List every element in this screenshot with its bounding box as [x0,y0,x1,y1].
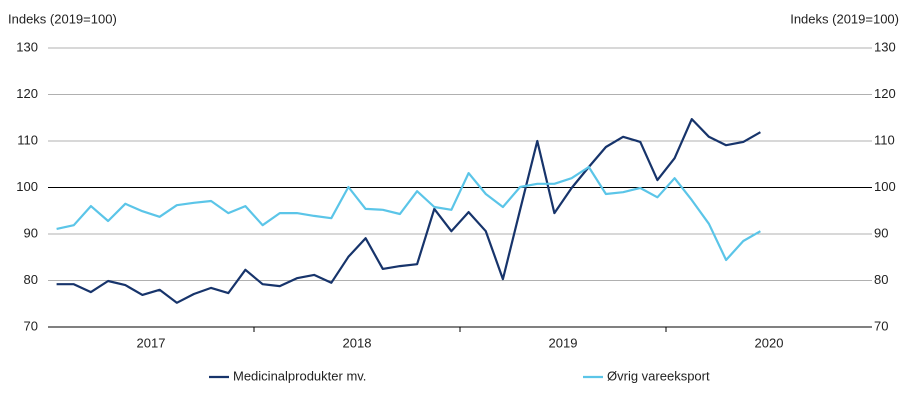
y2-tick-label: 70 [874,318,888,333]
y-tick-label: 110 [17,132,38,147]
legend-label: Medicinalprodukter mv. [233,368,366,383]
y-tick-label: 80 [24,272,38,287]
legend-label: Øvrig vareeksport [607,368,710,383]
y2-tick-label: 110 [874,132,895,147]
y-tick-label: 70 [24,318,38,333]
y-tick-label: 90 [24,225,38,240]
series-line [56,165,761,262]
y2-axis-title: Indeks (2019=100) [790,11,899,26]
x-tick-label: 2017 [137,335,166,350]
y2-tick-label: 120 [874,86,896,101]
y2-tick-label: 130 [874,39,896,54]
x-tick-label: 2019 [549,335,578,350]
y-tick-label: 100 [16,179,38,194]
y-tick-label: 130 [16,39,38,54]
y2-tick-label: 90 [874,225,888,240]
series-line [56,117,761,304]
y2-tick-label: 100 [874,179,896,194]
y-axis-title: Indeks (2019=100) [8,11,117,26]
y2-tick-label: 80 [874,272,888,287]
y-tick-label: 120 [16,86,38,101]
x-tick-label: 2018 [343,335,372,350]
x-tick-label: 2020 [755,335,784,350]
